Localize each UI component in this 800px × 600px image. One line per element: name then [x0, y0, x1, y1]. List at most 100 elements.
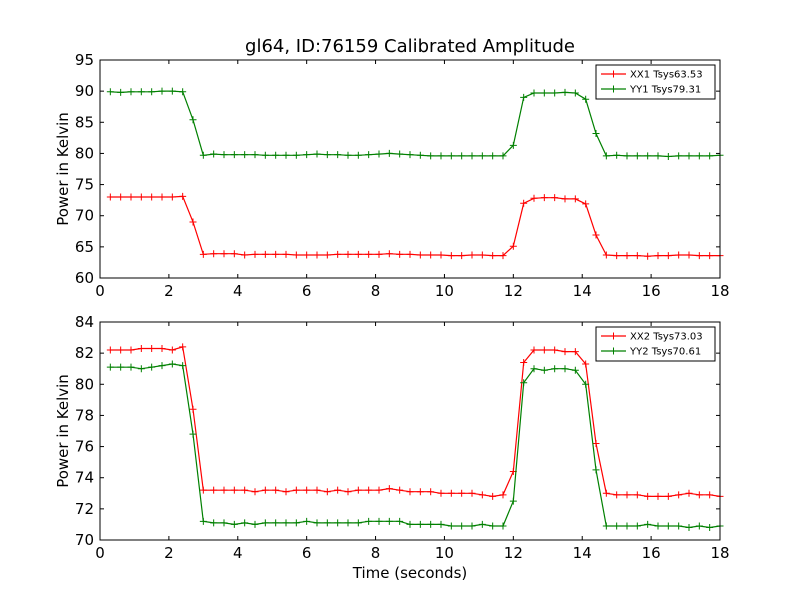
data-point [137, 88, 145, 96]
data-point [571, 89, 579, 97]
data-point [127, 193, 135, 201]
legend: XX1 Tsys63.53 YY1 Tsys79.31 [595, 64, 716, 100]
data-point [127, 88, 135, 96]
data-point [654, 252, 662, 260]
data-point [437, 251, 445, 259]
data-point [241, 486, 249, 494]
x-tick-label: 14 [573, 544, 592, 562]
data-point [303, 486, 311, 494]
data-point [571, 366, 579, 374]
y-tick-label: 85 [75, 113, 94, 131]
data-point [499, 491, 507, 499]
data-point [633, 252, 641, 260]
data-point [613, 491, 621, 499]
data-point [137, 365, 145, 373]
axes-frame [99, 321, 721, 541]
data-point [272, 486, 280, 494]
data-point [106, 193, 114, 201]
data-point [613, 522, 621, 530]
y-tick-label: 70 [75, 207, 94, 225]
data-point [685, 152, 693, 160]
data-point [540, 346, 548, 354]
data-point [168, 346, 176, 354]
data-point [375, 250, 383, 258]
data-point [179, 362, 187, 370]
data-point [292, 151, 300, 159]
data-point [654, 492, 662, 500]
data-point [706, 152, 714, 160]
data-point [458, 152, 466, 160]
data-point [613, 252, 621, 260]
data-point [334, 151, 342, 159]
y-tick-label: 65 [75, 238, 94, 256]
x-tick-label: 6 [302, 544, 312, 562]
data-point [416, 151, 424, 159]
data-point [313, 519, 321, 527]
x-tick-label: 12 [504, 544, 523, 562]
data-point [396, 150, 404, 158]
data-point [272, 151, 280, 159]
y-tick-label: 95 [75, 51, 94, 69]
data-point [654, 152, 662, 160]
data-point [489, 152, 497, 160]
legend-marker [610, 347, 617, 355]
data-point [272, 250, 280, 258]
data-point [592, 231, 600, 239]
data-point [189, 218, 197, 226]
data-point [354, 250, 362, 258]
data-point [158, 87, 166, 95]
data-point [344, 519, 352, 527]
data-point [644, 520, 652, 528]
data-point [633, 491, 641, 499]
data-point [230, 520, 238, 528]
data-point [334, 250, 342, 258]
data-point [323, 519, 331, 527]
data-point [561, 195, 569, 203]
y-tick-label: 80 [75, 144, 94, 162]
data-point [623, 152, 631, 160]
data-point [158, 362, 166, 370]
x-tick-label: 4 [233, 544, 243, 562]
data-point [189, 405, 197, 413]
data-point [189, 116, 197, 124]
data-point [499, 252, 507, 260]
data-point [675, 491, 683, 499]
data-point [251, 488, 259, 496]
data-point [303, 251, 311, 259]
y-tick-label: 80 [75, 375, 94, 393]
data-point [561, 88, 569, 96]
data-point [313, 150, 321, 158]
data-point [695, 491, 703, 499]
data-point [220, 250, 228, 258]
data-point [489, 492, 497, 500]
axes-frame [99, 59, 721, 279]
data-point [303, 517, 311, 525]
data-point [427, 251, 435, 259]
data-point [623, 522, 631, 530]
data-point [447, 489, 455, 497]
data-point [261, 519, 269, 527]
data-point [458, 252, 466, 260]
data-point [468, 522, 476, 530]
data-point [602, 251, 610, 259]
data-point [623, 252, 631, 260]
data-point [695, 522, 703, 530]
data-point [489, 522, 497, 530]
data-point [385, 485, 393, 493]
data-point [282, 488, 290, 496]
data-point [468, 152, 476, 160]
data-point [137, 193, 145, 201]
data-point [323, 151, 331, 159]
y-tick-label: 82 [75, 344, 94, 362]
y-tick-label: 76 [75, 438, 94, 456]
top-subplot: 0 2 4 6 8 10 12 14 16 18 60 65 70 75 80 85 90 95 Power in … [54, 51, 730, 300]
data-point [375, 486, 383, 494]
data-point [210, 519, 218, 527]
x-tick-label: 18 [710, 544, 729, 562]
data-point [168, 87, 176, 95]
data-point [623, 491, 631, 499]
data-point [509, 497, 517, 505]
data-point [520, 379, 528, 387]
data-point [551, 194, 559, 202]
